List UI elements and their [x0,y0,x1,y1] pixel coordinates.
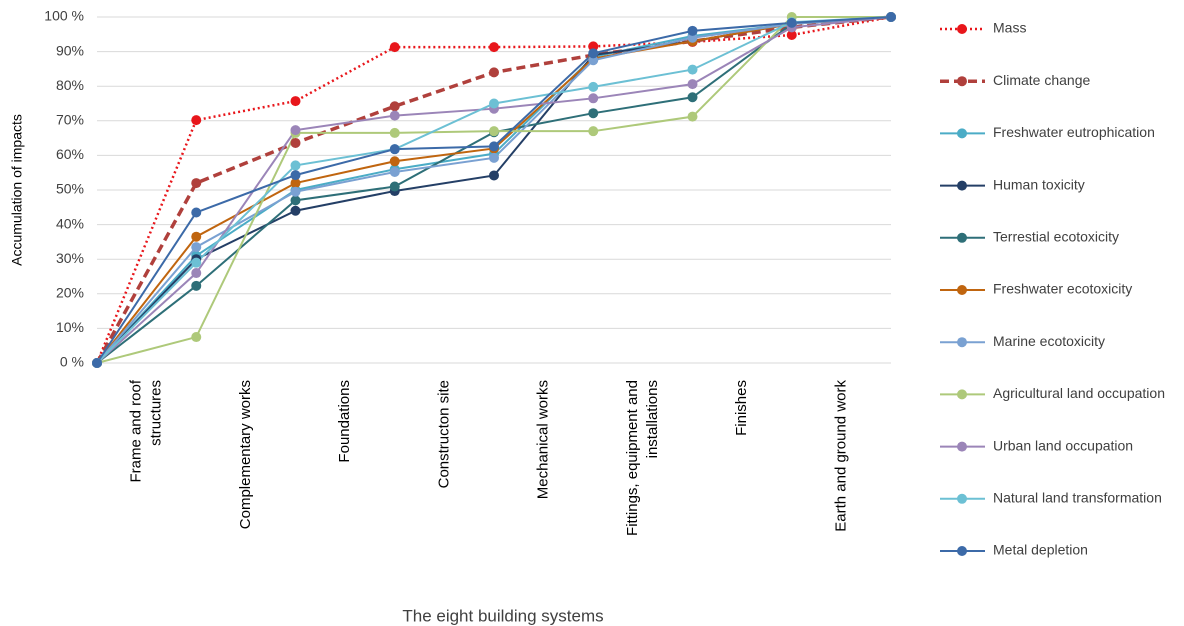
data-point [489,152,499,163]
x-axis-label: The eight building systems [402,606,603,625]
data-point [687,79,698,90]
data-point [687,25,698,36]
legend-marker [957,493,967,504]
data-point [191,231,202,242]
data-point [389,127,400,138]
data-point [489,42,499,53]
data-point [389,181,400,192]
data-point [588,48,599,59]
data-point [191,242,202,253]
y-tick-label: 100 % [44,8,84,24]
y-tick-label: 40% [56,215,84,231]
data-point [389,167,400,178]
legend-label: Terrestial ecotoxicity [993,229,1119,245]
data-point [786,17,797,28]
x-tick-label: Frame and roof structures [127,380,165,483]
y-axis-label: Accumulation of impacts [9,114,25,266]
data-point [886,12,896,22]
legend-marker [957,232,967,243]
y-tick-label: 80% [56,77,84,93]
x-tick-label: Fittings, equipment and installations [623,380,661,536]
data-point [290,178,301,189]
data-point [389,110,400,121]
data-point [489,170,499,181]
data-point [687,32,698,43]
data-point [389,101,400,112]
legend-label: Agricultural land occupation [993,385,1165,401]
legend-marker [957,128,967,139]
data-point [290,96,301,107]
x-tick-label: Finishes [733,380,751,436]
data-point [92,358,102,368]
data-point [687,111,698,122]
data-point [588,81,599,92]
y-tick-label: 20% [56,285,84,301]
x-tick-label: Foundations [336,380,354,463]
x-tick-label: Constructon site [435,380,453,489]
data-point [389,156,400,167]
x-tick-label: Mechanical works [534,380,552,500]
legend-marker [957,285,967,295]
legend-marker [957,24,967,34]
y-tick-label: 50% [56,181,84,197]
data-point [588,41,599,52]
data-point [191,257,202,268]
data-point [290,205,301,216]
data-point [191,178,202,189]
legend-marker [957,546,967,556]
data-point [191,115,202,126]
data-point [489,141,499,152]
data-point [191,280,202,291]
data-point [489,126,499,137]
legend-marker [957,180,967,191]
y-tick-label: 30% [56,250,84,266]
legend-label: Freshwater eutrophication [993,124,1155,140]
data-point [588,126,599,137]
data-point [389,144,400,155]
x-tick-label: Complementary works [236,380,254,530]
data-point [290,186,301,197]
legend-label: Freshwater ecotoxicity [993,281,1132,297]
data-point [290,195,301,206]
legend-marker [957,389,967,400]
data-point [389,42,400,53]
legend-label: Metal depletion [993,542,1088,558]
y-tick-label: 70% [56,112,84,128]
data-point [588,55,599,66]
legend-marker [957,337,967,348]
data-point [290,170,301,181]
data-point [489,98,499,109]
legend-marker [957,441,967,452]
x-tick-label: Earth and ground work [832,380,850,532]
data-point [290,160,301,171]
data-point [588,108,599,119]
data-point [290,125,301,136]
data-point [191,207,202,218]
data-point [588,93,599,104]
data-point [687,64,698,75]
legend-marker [957,76,967,87]
legend-label: Natural land transformation [993,490,1162,506]
legend-label: Human toxicity [993,176,1085,192]
legend-label: Climate change [993,72,1090,88]
y-tick-label: 90% [56,42,84,58]
legend-label: Marine ecotoxicity [993,333,1105,349]
data-point [290,137,301,148]
data-point [489,67,499,78]
y-tick-label: 10% [56,319,84,335]
data-point [191,268,202,279]
y-tick-label: 60% [56,146,84,162]
data-point [687,92,698,103]
data-point [191,332,202,343]
data-point [786,29,797,40]
legend-label: Urban land occupation [993,437,1133,453]
legend-label: Mass [993,20,1026,36]
y-tick-label: 0 % [60,354,84,370]
